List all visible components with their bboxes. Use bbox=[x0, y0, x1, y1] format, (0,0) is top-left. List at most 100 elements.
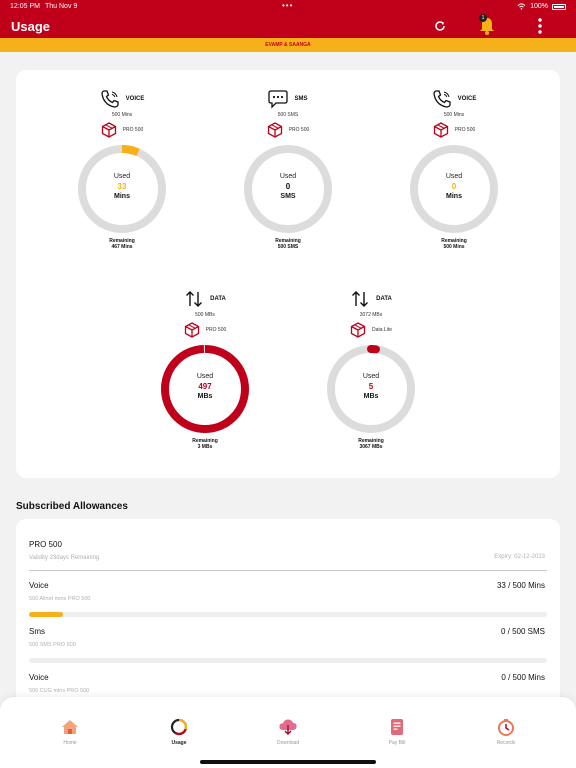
records-icon bbox=[496, 717, 516, 737]
section-title: Subscribed Allowances bbox=[16, 501, 128, 512]
gauge-plan-name: PRO 500 bbox=[454, 127, 476, 133]
nav-download[interactable]: Download bbox=[258, 717, 318, 746]
notification-badge: 1 bbox=[479, 14, 487, 22]
usage-card: VOICE 500 Mins PRO 500 Used 33 Mins Rema… bbox=[16, 70, 560, 478]
used-value: 5 bbox=[368, 382, 374, 391]
notification-bell-icon[interactable]: 1 bbox=[477, 14, 497, 36]
gauge-plan-name: PRO 500 bbox=[122, 127, 144, 133]
allowance-name: Voice bbox=[29, 581, 49, 590]
usage-ring: Used 0 Mins bbox=[409, 144, 499, 234]
remaining-label: Remaining bbox=[275, 238, 301, 244]
plan-validity: Validity 23days Remaining bbox=[29, 555, 100, 561]
gauge-plan: PRO 500 bbox=[145, 320, 265, 340]
used-label: Used bbox=[196, 373, 214, 380]
allowance-item[interactable]: Voice 0 / 500 Mins 500 CUG mins PRO 500 bbox=[29, 673, 545, 694]
gauge-header: VOICE bbox=[62, 88, 182, 110]
multitask-dots[interactable]: ••• bbox=[282, 1, 294, 10]
gauge-plan: Data Lite bbox=[311, 320, 431, 340]
usage-arc bbox=[161, 345, 249, 433]
allowance-name: Voice bbox=[29, 673, 49, 682]
gauge-data-2[interactable]: DATA 3072 MBs Data Lite Used 5 MBs Remai… bbox=[311, 288, 431, 450]
gauge-total: 3072 MBs bbox=[359, 312, 383, 318]
usage-arc bbox=[78, 145, 166, 233]
used-unit: MBs bbox=[197, 393, 213, 400]
nav-usage[interactable]: Usage bbox=[149, 717, 209, 746]
allowance-item[interactable]: Voice 33 / 500 Mins 500 Allnet mins PRO … bbox=[29, 581, 545, 602]
nav-records[interactable]: Records bbox=[476, 717, 536, 746]
remaining-label: Remaining bbox=[358, 438, 384, 444]
home-indicator[interactable] bbox=[200, 760, 376, 764]
status-right: 100% bbox=[517, 3, 566, 10]
wifi-icon bbox=[517, 3, 526, 10]
gauge-voice-2[interactable]: VOICE 500 Mins PRO 500 Used 0 Mins Remai… bbox=[394, 88, 514, 250]
usage-icon bbox=[169, 717, 189, 737]
used-value: 33 bbox=[117, 182, 127, 191]
progress-fill bbox=[29, 612, 64, 617]
used-unit: MBs bbox=[363, 393, 379, 400]
gauge-type: DATA bbox=[210, 296, 226, 302]
gauge-sms[interactable]: SMS 500 SMS PRO 500 Used 0 SMS Remaining… bbox=[228, 88, 348, 250]
gauge-type: VOICE bbox=[125, 96, 145, 102]
allowance-desc: 500 SMS PRO 500 bbox=[29, 642, 76, 648]
gauge-total: 500 SMS bbox=[277, 112, 299, 118]
data-transfer-icon bbox=[352, 291, 369, 307]
gauge-plan: PRO 500 bbox=[62, 120, 182, 140]
used-label: Used bbox=[279, 173, 297, 180]
bottom-nav: Home Usage Download Pay Bill Records bbox=[0, 697, 576, 768]
package-icon bbox=[350, 322, 366, 338]
allowance-value: 0 / 500 SMS bbox=[500, 627, 545, 636]
remaining-label: Remaining bbox=[109, 238, 135, 244]
plan-expiry: Expiry: 02-12-2023 bbox=[494, 554, 545, 560]
gauge-header: SMS bbox=[228, 88, 348, 110]
allowances-card: PRO 500 Validity 23days Remaining Expiry… bbox=[16, 519, 560, 719]
gauge-plan: PRO 500 bbox=[394, 120, 514, 140]
remaining-label: Remaining bbox=[192, 438, 218, 444]
promo-banner[interactable]: EVAMP & SAANGA bbox=[0, 38, 576, 52]
more-options-icon[interactable] bbox=[530, 16, 550, 36]
gauge-header: VOICE bbox=[394, 88, 514, 110]
used-value: 497 bbox=[198, 382, 212, 391]
allowance-desc: 500 CUG mins PRO 500 bbox=[29, 688, 90, 694]
gauge-header: DATA bbox=[311, 288, 431, 310]
phone-icon bbox=[101, 90, 119, 108]
nav-label: Usage bbox=[171, 740, 187, 746]
gauge-type: VOICE bbox=[457, 96, 477, 102]
package-icon bbox=[267, 122, 282, 138]
gauge-total: 500 Mins bbox=[111, 112, 133, 118]
usage-arc bbox=[327, 345, 415, 433]
remaining-value: 3 MBs bbox=[197, 444, 213, 450]
package-icon bbox=[101, 122, 116, 138]
page-title: Usage bbox=[11, 19, 51, 34]
app-header: 12:05 PM Thu Nov 9 ••• 100% Usage 1 bbox=[0, 0, 576, 38]
remaining-value: 500 SMS bbox=[277, 244, 299, 250]
allowance-item[interactable]: Sms 0 / 500 SMS 500 SMS PRO 500 bbox=[29, 627, 545, 648]
battery-icon bbox=[552, 3, 566, 10]
usage-ring: Used 5 MBs bbox=[326, 344, 416, 434]
gauge-data[interactable]: DATA 500 MBs PRO 500 Used 497 MBs Remain… bbox=[145, 288, 265, 450]
used-unit: Mins bbox=[446, 193, 462, 200]
remaining-value: 467 Mins bbox=[111, 244, 133, 250]
gauge-plan: PRO 500 bbox=[228, 120, 348, 140]
nav-home[interactable]: Home bbox=[40, 717, 100, 746]
chat-bubble-icon bbox=[268, 90, 289, 109]
nav-pay-bill[interactable]: Pay Bill bbox=[367, 717, 427, 746]
gauge-voice[interactable]: VOICE 500 Mins PRO 500 Used 33 Mins Rema… bbox=[62, 88, 182, 250]
phone-icon bbox=[433, 90, 451, 108]
status-time: 12:05 PM bbox=[10, 3, 40, 10]
refresh-icon[interactable] bbox=[430, 16, 450, 36]
allowance-name: Sms bbox=[29, 627, 45, 636]
used-label: Used bbox=[113, 173, 131, 180]
status-date: Thu Nov 9 bbox=[45, 3, 78, 10]
package-icon bbox=[433, 122, 448, 138]
used-value: 0 bbox=[451, 182, 457, 191]
plan-row[interactable]: PRO 500 Validity 23days Remaining Expiry… bbox=[29, 540, 545, 561]
used-label: Used bbox=[362, 373, 380, 380]
remaining-label: Remaining bbox=[441, 238, 467, 244]
allowance-progress bbox=[29, 658, 547, 663]
gauge-plan-name: PRO 500 bbox=[205, 327, 227, 333]
usage-ring: Used 0 SMS bbox=[243, 144, 333, 234]
remaining-value: 500 Mins bbox=[443, 244, 465, 250]
used-label: Used bbox=[445, 173, 463, 180]
nav-label: Download bbox=[276, 740, 300, 746]
gauge-type: DATA bbox=[376, 296, 392, 302]
